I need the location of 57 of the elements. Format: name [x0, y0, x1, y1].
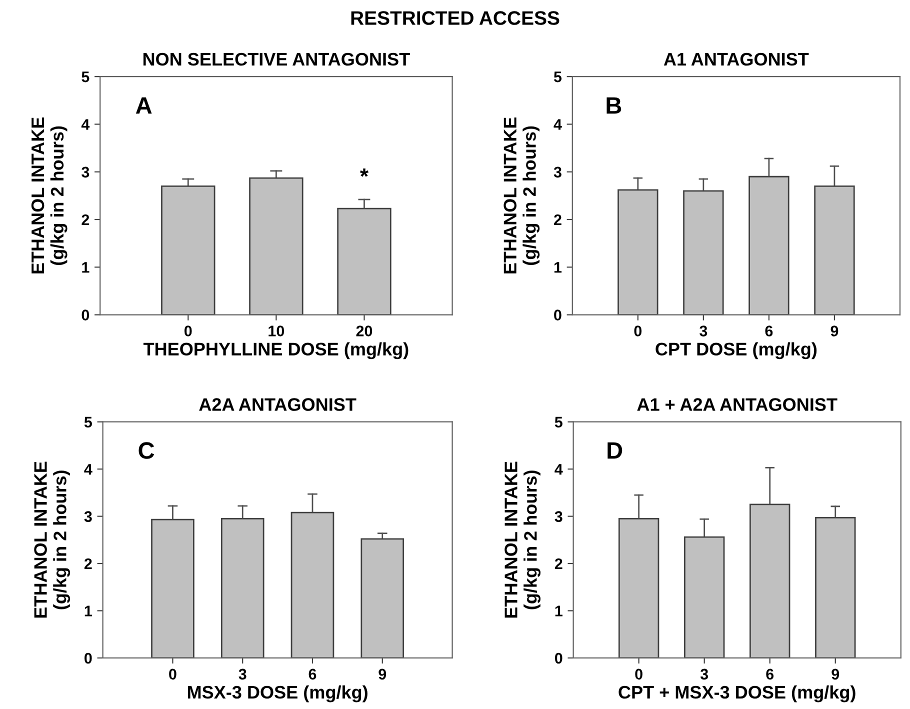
y-tick-label: 0 [554, 310, 562, 320]
x-axis-title: THEOPHYLLINE DOSE (mg/kg) [143, 342, 408, 360]
annotation: C [138, 442, 154, 459]
y-tick-label: 2 [82, 214, 90, 226]
x-tick-label: 20 [356, 326, 372, 336]
y-tick-label: 3 [84, 511, 92, 522]
x-tick-label: 6 [765, 326, 773, 336]
x-tick-label: 3 [238, 668, 246, 680]
x-tick-label: 0 [184, 326, 192, 336]
x-axis-title: CPT DOSE (mg/kg) [656, 342, 817, 360]
chart-subtitle: NON SELECTIVE ANTAGONIST [143, 52, 410, 66]
x-axis-title: CPT + MSX-3 DOSE (mg/kg) [618, 685, 856, 702]
y-axis-title: ETHANOL INTAKE (g/kg in 2 hours) [31, 117, 68, 274]
y-tick-label: 5 [554, 416, 562, 428]
x-tick-label: 6 [766, 668, 774, 680]
y-tick-label: 2 [554, 214, 562, 226]
x-axis-title: MSX-3 DOSE (mg/kg) [188, 685, 368, 702]
x-tick-label: 6 [308, 668, 316, 680]
y-tick-label: 5 [554, 72, 562, 82]
y-tick-label: 0 [84, 652, 92, 664]
y-tick-label: 2 [554, 558, 562, 570]
annotation: D [608, 442, 622, 459]
x-tick-label: 9 [378, 668, 386, 680]
annotation: * [360, 168, 369, 177]
x-tick-label: 0 [634, 326, 642, 336]
y-tick-label: 5 [82, 72, 90, 82]
y-axis-title: ETHANOL INTAKE (g/kg in 2 hours) [34, 462, 70, 618]
y-tick-label: 0 [554, 652, 562, 664]
y-tick-label: 4 [554, 119, 562, 130]
x-tick-label: 0 [169, 668, 176, 680]
annotation: A [136, 97, 152, 114]
y-tick-label: 5 [84, 416, 92, 428]
chart-subtitle: A1 + A2A ANTAGONIST [637, 398, 838, 411]
y-tick-label: 1 [555, 606, 562, 616]
x-tick-label: 9 [832, 668, 840, 680]
chart-subtitle: A1 ANTAGONIST [664, 52, 809, 66]
y-axis-title: ETHANOL INTAKE (g/kg in 2 hours) [504, 117, 540, 274]
y-tick-label: 1 [82, 262, 90, 273]
y-tick-label: 3 [554, 166, 562, 178]
y-tick-label: 3 [82, 166, 90, 178]
x-tick-label: 0 [635, 668, 642, 680]
y-tick-label: 4 [81, 119, 90, 130]
annotation: B [606, 97, 622, 114]
y-tick-label: 4 [84, 464, 92, 475]
y-tick-label: 2 [84, 558, 92, 570]
x-tick-label: 10 [268, 326, 284, 336]
chart-subtitle: A2A ANTAGONIST [199, 398, 356, 411]
y-axis-title: ETHANOL INTAKE (g/kg in 2 hours) [504, 462, 540, 618]
y-tick-label: 1 [84, 606, 92, 616]
x-tick-label: 3 [700, 326, 708, 336]
chart-title: RESTRICTED ACCESS [351, 11, 560, 25]
y-tick-label: 3 [554, 511, 562, 522]
x-tick-label: 3 [700, 668, 708, 680]
x-tick-label: 9 [830, 326, 838, 336]
y-tick-label: 0 [82, 310, 90, 320]
y-tick-label: 1 [554, 262, 562, 273]
y-tick-label: 4 [554, 464, 563, 475]
